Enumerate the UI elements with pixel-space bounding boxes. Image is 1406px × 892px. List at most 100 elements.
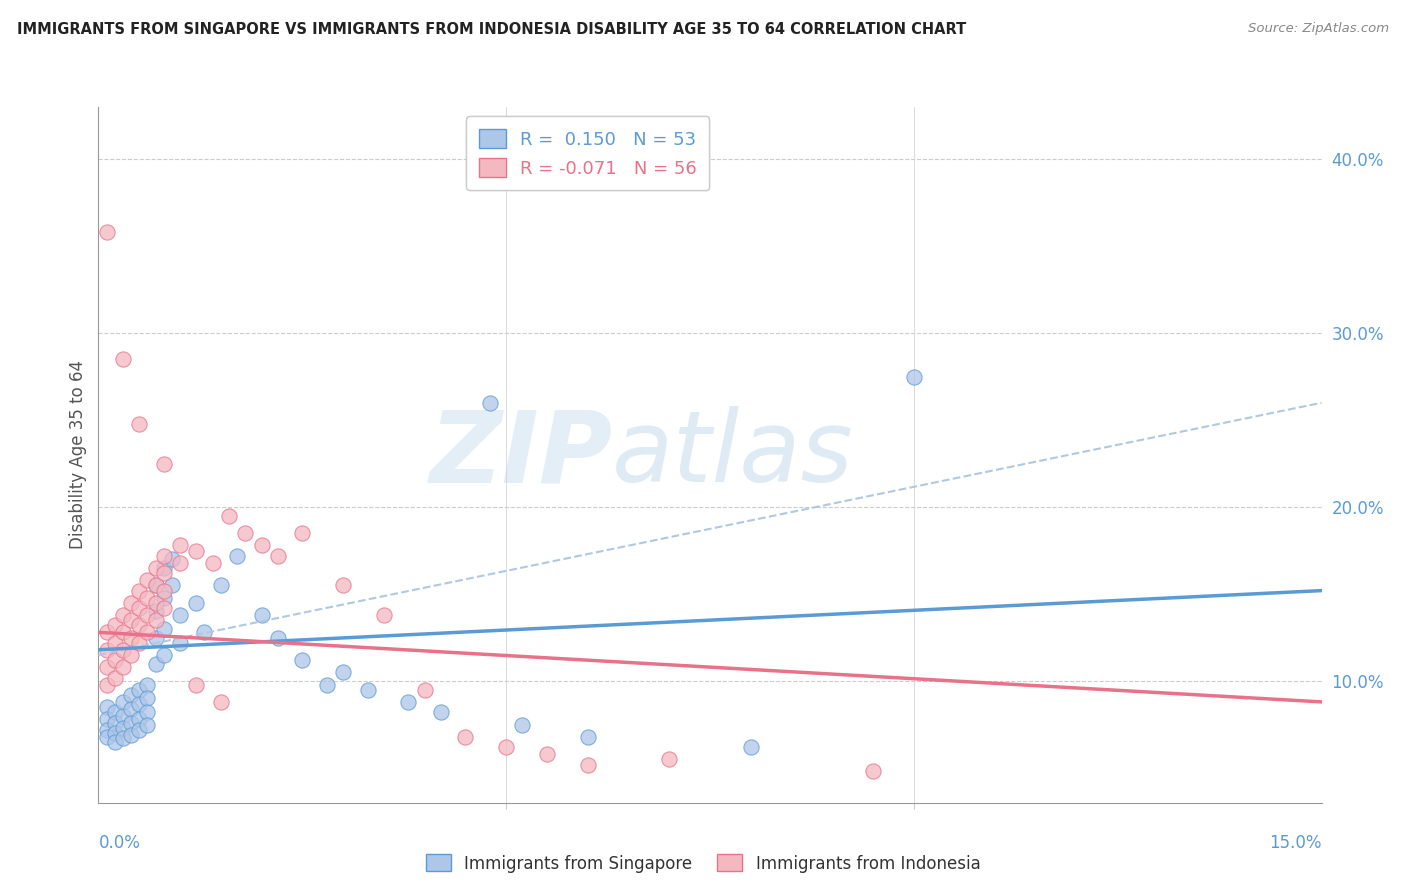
Point (145, 578, 167, 592)
Point (111, 660, 134, 674)
Point (120, 728, 142, 742)
Point (160, 552, 183, 566)
Point (96, 625, 118, 640)
Point (576, 730, 599, 744)
Point (169, 538, 191, 552)
Point (104, 636, 127, 650)
Point (111, 607, 134, 622)
Point (120, 596, 142, 610)
Point (193, 625, 215, 640)
Point (396, 695, 419, 709)
Text: ZIP: ZIP (429, 407, 612, 503)
Point (111, 352, 134, 367)
Point (152, 566, 174, 581)
Point (104, 726, 127, 740)
Point (96, 642, 118, 657)
Point (315, 677, 337, 691)
Point (128, 712, 150, 726)
Point (152, 583, 174, 598)
Point (413, 682, 436, 697)
Point (128, 723, 150, 737)
Point (454, 730, 477, 744)
Text: atlas: atlas (612, 407, 853, 503)
Point (226, 549, 249, 563)
Point (291, 526, 314, 541)
Point (145, 596, 167, 610)
Point (152, 648, 174, 662)
Point (152, 601, 174, 615)
Point (430, 706, 453, 720)
Point (145, 605, 167, 619)
Point (111, 642, 134, 657)
Point (373, 607, 395, 622)
Point (152, 457, 174, 471)
Point (96, 225, 118, 239)
Point (104, 618, 127, 632)
Point (145, 631, 167, 645)
Point (120, 613, 142, 627)
Point (136, 717, 159, 731)
Point (128, 682, 150, 697)
Point (512, 717, 534, 731)
Point (267, 631, 290, 645)
Point (96, 700, 118, 714)
Point (201, 556, 224, 570)
Point (186, 596, 208, 610)
Point (136, 625, 159, 640)
Point (233, 526, 256, 541)
Point (111, 731, 134, 746)
Point (128, 697, 150, 711)
Text: Source: ZipAtlas.com: Source: ZipAtlas.com (1249, 22, 1389, 36)
Y-axis label: Disability Age 35 to 64: Disability Age 35 to 64 (69, 360, 87, 549)
Point (96, 712, 118, 726)
Point (250, 538, 273, 552)
Point (111, 721, 134, 735)
Point (152, 549, 174, 563)
Point (356, 682, 378, 697)
Point (145, 657, 167, 671)
Point (740, 740, 762, 755)
Point (136, 677, 159, 691)
Point (120, 688, 142, 702)
Point (186, 677, 208, 691)
Point (186, 543, 208, 558)
Point (128, 583, 150, 598)
Point (903, 369, 925, 384)
Legend: Immigrants from Singapore, Immigrants from Indonesia: Immigrants from Singapore, Immigrants fr… (419, 847, 987, 880)
Point (169, 556, 191, 570)
Legend: R =  0.150   N = 53, R = -0.071   N = 56: R = 0.150 N = 53, R = -0.071 N = 56 (465, 116, 710, 190)
Point (111, 625, 134, 640)
Point (536, 747, 558, 761)
Point (267, 549, 290, 563)
Point (96, 677, 118, 691)
Point (478, 395, 501, 409)
Point (209, 578, 232, 592)
Point (104, 706, 127, 720)
Point (169, 636, 191, 650)
Point (136, 573, 159, 587)
Point (332, 665, 354, 680)
Point (96, 660, 118, 674)
Point (104, 653, 127, 667)
Point (658, 752, 681, 766)
Point (111, 695, 134, 709)
Point (136, 607, 159, 622)
Point (120, 631, 142, 645)
Point (128, 636, 150, 650)
Point (120, 702, 142, 716)
Point (250, 607, 273, 622)
Point (104, 715, 127, 730)
Point (104, 671, 127, 685)
Point (145, 578, 167, 592)
Point (152, 591, 174, 605)
Point (291, 653, 314, 667)
Point (160, 578, 183, 592)
Point (136, 591, 159, 605)
Point (145, 561, 167, 575)
Point (145, 613, 167, 627)
Point (128, 618, 150, 632)
Point (111, 708, 134, 723)
Point (96, 723, 118, 737)
Point (332, 578, 354, 592)
Point (495, 740, 517, 755)
